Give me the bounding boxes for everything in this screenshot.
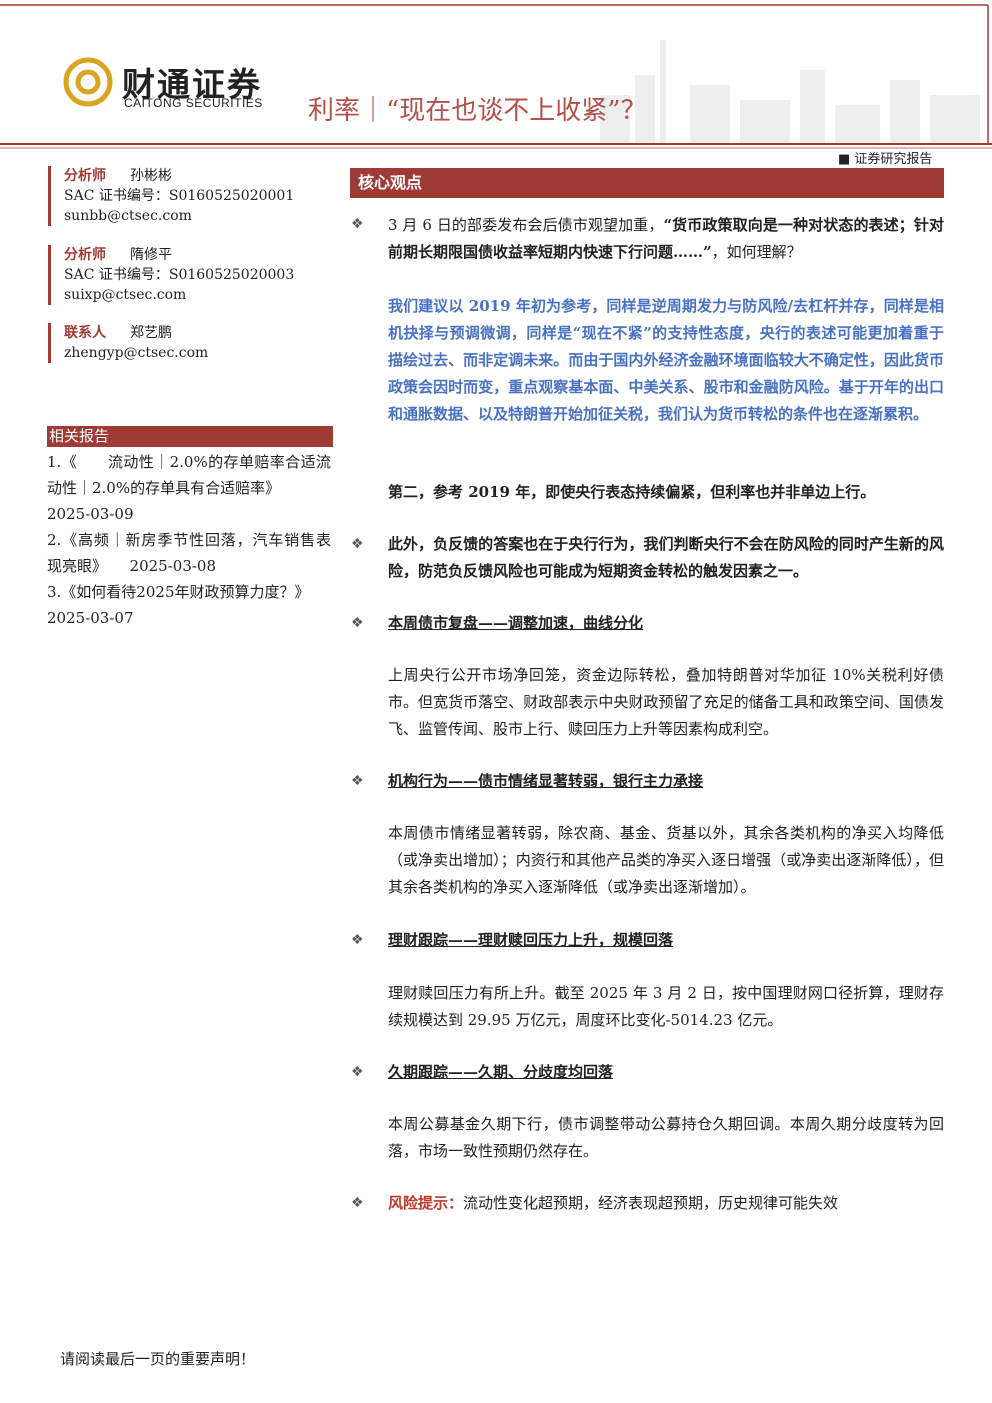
section-heading: 久期跟踪——久期、分歧度均回落 bbox=[388, 1063, 614, 1081]
name: 郑艺鹏 bbox=[130, 325, 172, 341]
related-item: 2.《高频｜新房季节性回落，汽车销售表现亮眼》 bbox=[47, 531, 331, 575]
bullet: ❖ bbox=[351, 536, 364, 552]
logo-en: CAITONG SECURITIES bbox=[124, 96, 263, 110]
related-date: 2025-03-09 bbox=[47, 505, 134, 523]
analyst: 分析师 孙彬彬 SAC 证书编号：S0160525020001 sunbb@cts… bbox=[64, 166, 294, 226]
text: ，如何理解？ bbox=[711, 243, 802, 261]
related-list: 1.《 流动性｜2.0%的存单赔率合适流动性｜2.0%的存单具有合适赔率》 20… bbox=[47, 449, 331, 631]
role: 分析师 bbox=[64, 168, 106, 184]
core-title: 核心观点 bbox=[350, 168, 944, 198]
text: 3 月 6 日的部委发布会后债市观望加重， bbox=[388, 216, 664, 234]
analyst-bar bbox=[48, 323, 51, 363]
role: 联系人 bbox=[64, 325, 106, 341]
analyst-bar bbox=[48, 245, 51, 305]
analyst: 联系人 郑艺鹏 zhengyp@ctsec.com bbox=[64, 323, 208, 363]
paragraph: 此外，负反馈的答案也在于央行行为，我们判断央行不会在防风险的同时产生新的风险，防… bbox=[388, 535, 944, 580]
quote: “货币政策取向是一种对状态的表述；针对前期长期限国债收益率短期内快速下行问题……… bbox=[388, 216, 944, 261]
related-date: 2025-03-07 bbox=[47, 609, 134, 627]
sac: SAC 证书编号：S0160525020001 bbox=[64, 188, 295, 204]
logo-cn: 财通证券 bbox=[122, 65, 262, 104]
risk-label: 风险提示： bbox=[388, 1194, 464, 1212]
section-heading: 本周债市复盘——调整加速，曲线分化 bbox=[388, 614, 644, 632]
section-heading: 理财跟踪——理财赎回压力上升，规模回落 bbox=[388, 931, 674, 949]
name: 孙彬彬 bbox=[130, 168, 172, 184]
bullet: ❖ bbox=[351, 773, 364, 789]
bullet: ❖ bbox=[351, 615, 364, 631]
section-body: 本周公募基金久期下行，债市调整带动公募持仓久期回调。本周久期分歧度转为回落，市场… bbox=[388, 1115, 944, 1160]
analyst: 分析师 隋修平 SAC 证书编号：S0160525020003 suixp@cts… bbox=[64, 245, 294, 305]
risk-text: 流动性变化超预期，经济表现超预期，历史规律可能失效 bbox=[463, 1194, 839, 1212]
bullet: ❖ bbox=[351, 1064, 364, 1080]
risk: 风险提示：流动性变化超预期，经济表现超预期，历史规律可能失效 bbox=[388, 1190, 944, 1217]
paragraph: 第二，参考 2019 年，即使央行表态持续偏紧，但利率也并非单边上行。 bbox=[388, 483, 876, 501]
email: zhengyp@ctsec.com bbox=[64, 345, 209, 361]
analyst-bar bbox=[48, 166, 51, 226]
related-title: 相关报告 bbox=[47, 426, 333, 447]
report-title: 利率｜“现在也谈不上收紧”？ bbox=[308, 96, 647, 126]
sac: SAC 证书编号：S0160525020003 bbox=[64, 267, 295, 283]
section-body: 本周债市情绪显著转弱，除农商、基金、货基以外，其余各类机构的净买入均降低（或净卖… bbox=[388, 824, 944, 896]
section-heading: 机构行为——债市情绪显著转弱，银行主力承接 bbox=[388, 772, 704, 790]
doc-type: ■ 证券研究报告 bbox=[838, 152, 933, 167]
name: 隋修平 bbox=[130, 247, 172, 263]
paragraph: 3 月 6 日的部委发布会后债市观望加重，“货币政策取向是一种对状态的表述；针对… bbox=[388, 212, 944, 266]
bullet: ❖ bbox=[351, 216, 364, 232]
related-item: 1.《 流动性｜2.0%的存单赔率合适流动性｜2.0%的存单具有合适赔率》 bbox=[47, 453, 331, 497]
related-date: 2025-03-08 bbox=[129, 557, 217, 575]
related-item: 3.《如何看待2025年财政预算力度？》 bbox=[47, 583, 310, 601]
email: sunbb@ctsec.com bbox=[64, 208, 192, 224]
section-body: 理财赎回压力有所上升。截至 2025 年 3 月 2 日，按中国理财网口径折算，… bbox=[388, 984, 944, 1029]
section-body: 上周央行公开市场净回笼，资金边际转松，叠加特朗普对华加征 10%关税利好债市。但… bbox=[388, 666, 944, 738]
highlight-paragraph: 我们建议以 2019 年初为参考，同样是逆周期发力与防风险/去杠杆并存，同样是相… bbox=[388, 297, 944, 423]
doc-type-text: 证券研究报告 bbox=[854, 152, 933, 167]
bullet: ❖ bbox=[351, 1195, 364, 1211]
email: suixp@ctsec.com bbox=[64, 287, 187, 303]
role: 分析师 bbox=[64, 247, 106, 263]
header-graphics bbox=[0, 4, 992, 149]
footer-notice: 请阅读最后一页的重要声明！ bbox=[60, 1350, 256, 1368]
bullet: ❖ bbox=[351, 932, 364, 948]
